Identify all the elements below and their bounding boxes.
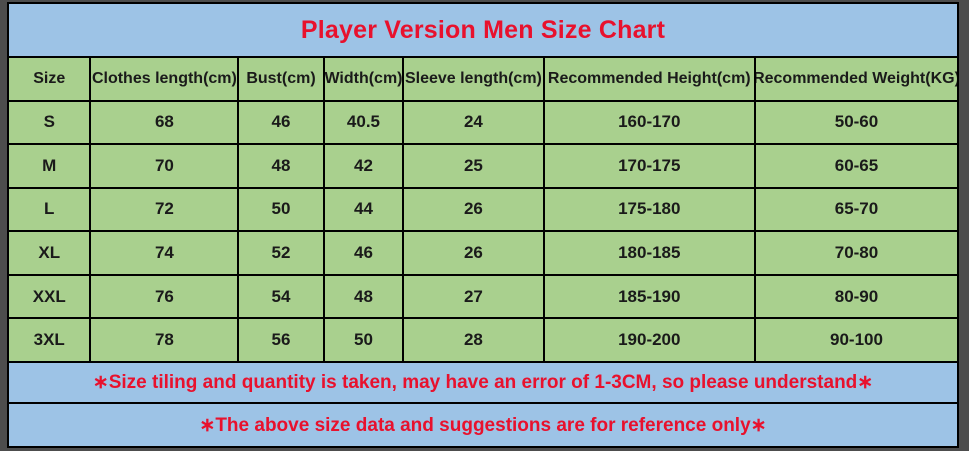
table-cell: 74 xyxy=(91,232,240,276)
table-cell: 76 xyxy=(91,275,240,320)
size-label-cell: XL xyxy=(9,232,92,276)
size-label-cell: L xyxy=(9,188,92,233)
column-header-recommended-height: Recommended Height(cm) xyxy=(544,58,756,102)
table-cell: 170-175 xyxy=(544,145,756,189)
column-header-size: Size xyxy=(9,58,92,102)
table-cell: 25 xyxy=(404,145,545,189)
table-cell: 65-70 xyxy=(755,189,957,233)
disclaimer-note-reference: ∗The above size data and suggestions are… xyxy=(9,404,957,446)
table-cell: 46 xyxy=(324,232,405,276)
table-cell: 70-80 xyxy=(755,232,957,276)
table-cell: 90-100 xyxy=(755,319,957,363)
table-cell: 26 xyxy=(404,188,545,233)
table-cell: 48 xyxy=(239,145,325,189)
size-label-cell: M xyxy=(9,145,92,189)
table-cell: 54 xyxy=(239,275,325,320)
disclaimer-note-error: ∗Size tiling and quantity is taken, may … xyxy=(9,363,957,404)
size-label-cell: S xyxy=(9,101,92,146)
table-cell: 27 xyxy=(404,275,545,320)
table-cell: 24 xyxy=(404,101,545,146)
table-cell: 78 xyxy=(91,319,240,363)
table-cell: 72 xyxy=(91,188,240,233)
size-label-cell: XXL xyxy=(9,275,92,320)
table-cell: 52 xyxy=(239,232,325,276)
table-cell: 70 xyxy=(91,145,240,189)
table-cell: 80-90 xyxy=(755,276,957,320)
column-header-width: Width(cm) xyxy=(324,58,405,102)
table-cell: 50 xyxy=(324,319,405,363)
size-chart-table: Player Version Men Size Chart Size Cloth… xyxy=(7,2,959,448)
table-cell: 44 xyxy=(324,188,405,233)
table-cell: 160-170 xyxy=(544,101,756,146)
column-header-bust: Bust(cm) xyxy=(239,58,325,102)
column-header-sleeve-length: Sleeve length(cm) xyxy=(404,58,545,102)
table-cell: 175-180 xyxy=(544,188,756,233)
table-cell: 180-185 xyxy=(544,232,756,276)
table-cell: 68 xyxy=(91,101,240,146)
table-cell: 26 xyxy=(404,232,545,276)
table-cell: 50-60 xyxy=(755,102,957,146)
chart-title: Player Version Men Size Chart xyxy=(9,4,957,58)
table-cell: 48 xyxy=(324,275,405,320)
table-cell: 56 xyxy=(239,319,325,363)
table-cell: 46 xyxy=(239,101,325,146)
size-label-cell: 3XL xyxy=(9,319,92,363)
table-cell: 60-65 xyxy=(755,145,957,189)
table-cell: 28 xyxy=(404,319,545,363)
column-header-clothes-length: Clothes length(cm) xyxy=(91,58,240,102)
table-cell: 185-190 xyxy=(544,275,756,320)
table-cell: 40.5 xyxy=(324,101,405,146)
table-cell: 190-200 xyxy=(544,319,756,363)
table-cell: 50 xyxy=(239,188,325,233)
table-cell: 42 xyxy=(324,145,405,189)
column-header-recommended-weight: Recommended Weight(KG) xyxy=(755,58,957,102)
